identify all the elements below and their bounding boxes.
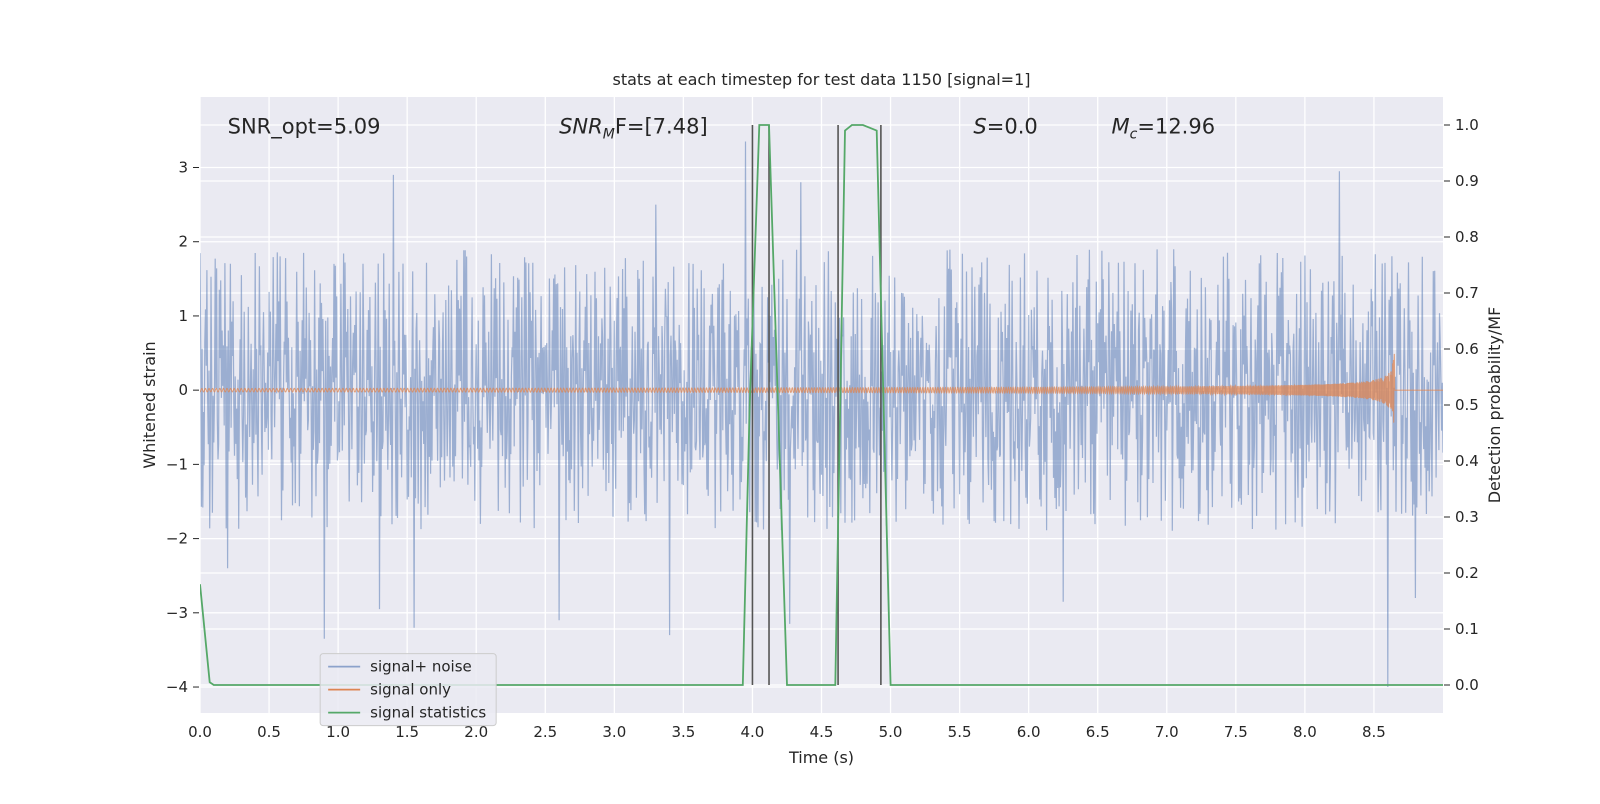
x-tick-label: 2.5 <box>533 723 557 741</box>
annotation-mc: Mc=12.96 <box>1112 115 1216 143</box>
x-tick-label: 7.0 <box>1155 723 1179 741</box>
y-tick-label-right: 0.5 <box>1455 396 1479 414</box>
y-tick-label-right: 0.0 <box>1455 676 1479 694</box>
x-tick-label: 4.5 <box>810 723 834 741</box>
signal-noise-line <box>200 141 1443 688</box>
y-tick-label-left: 2 <box>178 233 188 251</box>
legend-label-signal-noise: signal+ noise <box>370 658 472 676</box>
x-tick-label: 2.0 <box>464 723 488 741</box>
x-tick-label: 6.0 <box>1017 723 1041 741</box>
annotation-snr-opt: SNR_opt=5.09 <box>228 115 381 140</box>
x-tick-label: 4.0 <box>741 723 765 741</box>
axis-ticks: 0.0 0.5 1.0 1.5 2.0 2.5 3.0 3.5 4.0 4.5 5.0 5.5 6.0 6… <box>166 116 1479 741</box>
y-tick-label-left: 1 <box>178 307 188 325</box>
annotation-mc-sub: c <box>1130 127 1138 143</box>
y-tick-label-right: 1.0 <box>1455 116 1479 134</box>
annotation-s-italic: S <box>973 115 986 139</box>
annotation-s: S=0.0 <box>973 115 1037 139</box>
y-axis-label-left: Whitened strain <box>140 341 159 468</box>
y-tick-label-right: 0.3 <box>1455 508 1479 526</box>
x-tick-label: 8.0 <box>1293 723 1317 741</box>
y-tick-label-right: 0.1 <box>1455 620 1479 638</box>
x-axis-label: Time (s) <box>788 748 854 767</box>
legend-box <box>319 653 497 727</box>
y-tick-label-right: 0.7 <box>1455 284 1479 302</box>
legend-label-signal-statistics: signal statistics <box>370 704 486 722</box>
x-tick-label: 5.0 <box>879 723 903 741</box>
x-tick-label: 6.5 <box>1086 723 1110 741</box>
annotation-snr-mf: SNRMF=[7.48] <box>559 115 708 143</box>
annotation-snr-mf-base: SNR <box>559 115 603 139</box>
signal-only-line <box>200 353 1443 423</box>
y-tick-label-right: 0.4 <box>1455 452 1479 470</box>
chart-title: stats at each timestep for test data 115… <box>612 70 1030 89</box>
marker-lines <box>751 125 882 685</box>
signal-only-series <box>200 353 1443 423</box>
x-tick-label: 0.0 <box>188 723 212 741</box>
y-tick-label-left: −2 <box>166 530 188 548</box>
annotation-s-rest: =0.0 <box>987 115 1038 139</box>
y-tick-label-right: 0.8 <box>1455 228 1479 246</box>
y-tick-label-right: 0.2 <box>1455 564 1479 582</box>
x-tick-label: 1.0 <box>326 723 350 741</box>
annotation-mc-rest: =12.96 <box>1137 115 1215 139</box>
legend-label-signal-only: signal only <box>370 681 451 699</box>
x-tick-label: 3.0 <box>602 723 626 741</box>
annotation-snr-mf-rest: F=[7.48] <box>615 115 708 139</box>
x-tick-label: 5.5 <box>948 723 972 741</box>
annotation-mc-italic: M <box>1112 115 1130 139</box>
y-tick-label-left: −3 <box>166 604 188 622</box>
y-axis-label-right: Detection probability/MF <box>1485 307 1504 504</box>
x-tick-label: 0.5 <box>257 723 281 741</box>
y-tick-label-left: 0 <box>178 381 188 399</box>
y-tick-label-right: 0.6 <box>1455 340 1479 358</box>
legend: signal+ noise signal only signal statist… <box>319 653 497 727</box>
annotation-snr-mf-sub: M <box>603 127 615 143</box>
signal-noise-series <box>200 141 1443 688</box>
x-tick-label: 8.5 <box>1362 723 1386 741</box>
y-tick-label-left: −1 <box>166 455 188 473</box>
y-tick-label-left: −4 <box>166 678 188 696</box>
x-tick-label: 3.5 <box>671 723 695 741</box>
y-tick-label-left: 3 <box>178 159 188 177</box>
x-tick-label: 7.5 <box>1224 723 1248 741</box>
y-tick-label-right: 0.9 <box>1455 172 1479 190</box>
x-tick-label: 1.5 <box>395 723 419 741</box>
